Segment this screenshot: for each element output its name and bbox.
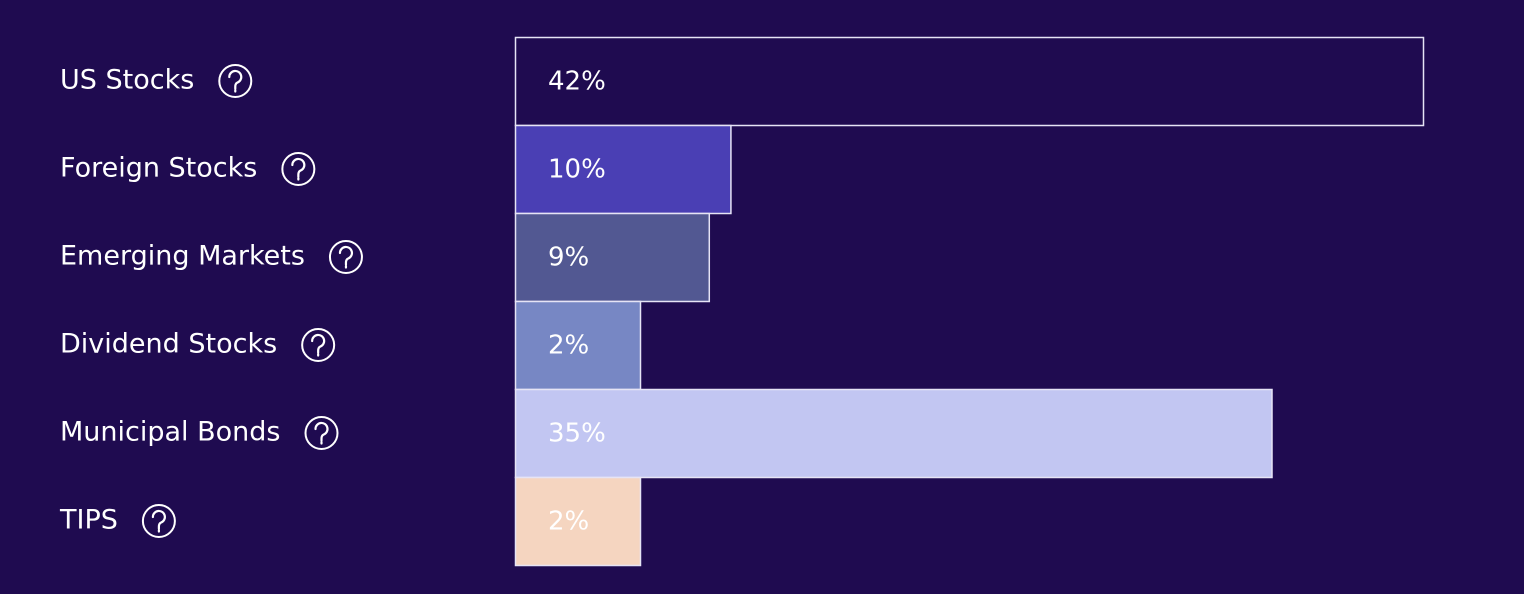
help-icon[interactable] xyxy=(141,504,176,538)
help-glyph xyxy=(338,245,354,269)
bar xyxy=(514,476,642,567)
help-icon[interactable] xyxy=(304,416,339,450)
bar xyxy=(514,212,711,303)
help-circle xyxy=(301,328,336,362)
value-label: 2% xyxy=(548,507,589,537)
category-label: US Stocks xyxy=(60,65,194,96)
value-label: 42% xyxy=(548,67,606,97)
help-circle xyxy=(304,416,339,450)
help-icon[interactable] xyxy=(301,328,336,362)
category-label: Foreign Stocks xyxy=(60,153,257,184)
bar xyxy=(514,388,1273,479)
value-label: 2% xyxy=(548,331,589,361)
help-glyph xyxy=(314,421,329,445)
help-circle xyxy=(281,152,316,186)
value-label: 35% xyxy=(548,419,606,449)
help-circle xyxy=(141,504,176,538)
help-glyph xyxy=(228,69,243,93)
help-circle xyxy=(328,240,363,274)
bar xyxy=(514,300,642,391)
help-icon[interactable] xyxy=(281,152,316,186)
help-glyph xyxy=(151,509,166,533)
help-icon[interactable] xyxy=(328,240,363,274)
help-glyph xyxy=(311,333,326,357)
category-label: Emerging Markets xyxy=(60,241,305,272)
category-label: Dividend Stocks xyxy=(60,329,277,360)
category-label: Municipal Bonds xyxy=(60,417,281,448)
value-label: 9% xyxy=(548,243,589,273)
category-label: TIPS xyxy=(59,505,118,536)
help-icon[interactable] xyxy=(218,64,253,98)
help-circle xyxy=(218,64,253,98)
help-glyph xyxy=(291,157,306,181)
bar xyxy=(514,36,1425,127)
value-label: 10% xyxy=(548,155,606,185)
